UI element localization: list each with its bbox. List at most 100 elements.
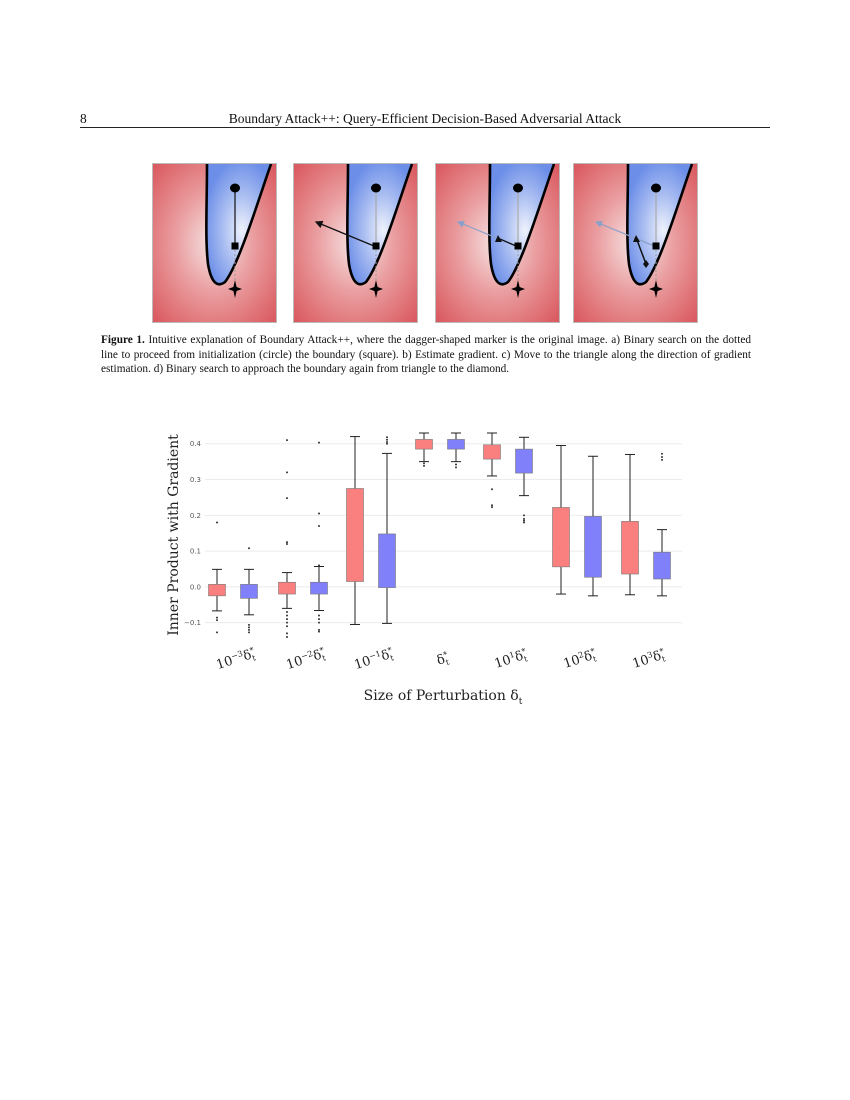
- decision-boundary: [346, 164, 414, 286]
- outlier-point: [318, 525, 320, 528]
- page-number: 8: [80, 111, 87, 126]
- y-tick-label: 0.1: [190, 548, 201, 556]
- outlier-point: [318, 614, 320, 617]
- outlier-point: [286, 636, 288, 638]
- box-blue: [515, 448, 533, 474]
- outlier-point: [386, 442, 388, 445]
- box-red: [415, 439, 433, 450]
- caption-text: Intuitive explanation of Boundary Attack…: [101, 334, 751, 375]
- box-red: [483, 444, 501, 460]
- panel-c-drawing: [436, 164, 559, 322]
- original-class-region: [206, 164, 271, 285]
- figure1-panel-c: [435, 163, 560, 323]
- outlier-point: [286, 618, 288, 621]
- y-tick-label: 0.3: [190, 476, 201, 484]
- outlier-point: [386, 440, 388, 443]
- box-red: [208, 584, 226, 597]
- running-title: Boundary Attack++: Query-Efficient Decis…: [228, 111, 622, 126]
- outlier-point: [455, 463, 457, 466]
- step-line: [499, 238, 517, 247]
- outlier-point: [455, 466, 457, 469]
- y-axis-title: Inner Product with Gradient: [166, 434, 182, 636]
- decision-boundary: [626, 164, 694, 286]
- outlier-point: [248, 547, 250, 550]
- outlier-point: [216, 616, 218, 619]
- y-tick-label: 0.0: [190, 583, 201, 591]
- original-class-region: [347, 164, 412, 285]
- figure1-panel-b: [293, 163, 418, 323]
- original-class-region: [627, 164, 692, 285]
- caption-label: Figure 1.: [101, 334, 145, 346]
- outlier-point: [386, 438, 388, 441]
- outlier-point: [216, 521, 218, 524]
- y-tick-label: −0.1: [184, 619, 201, 627]
- dagger-marker: [369, 280, 383, 298]
- figure1-caption: Figure 1. Intuitive explanation of Bound…: [101, 333, 751, 377]
- outlier-point: [661, 458, 663, 461]
- box-red: [621, 521, 639, 575]
- decision-boundary: [205, 164, 273, 286]
- header-rule: [80, 127, 770, 128]
- figure1-panel-a: [152, 163, 277, 323]
- outlier-point: [286, 632, 288, 635]
- x-tick-label: 103δ*t: [630, 646, 667, 673]
- gradient-arrow: [314, 220, 375, 247]
- y-tick-label: 0.2: [190, 512, 201, 520]
- outlier-point: [248, 631, 250, 634]
- outlier-point: [318, 618, 320, 621]
- x-tick-label: δ*t: [435, 650, 452, 670]
- circle-marker: [651, 183, 661, 193]
- dagger-marker: [228, 280, 242, 298]
- box-red: [346, 488, 364, 582]
- x-tick-label: 10−1δ*t: [352, 645, 395, 674]
- panel-b-drawing: [294, 164, 417, 322]
- original-class-region: [489, 164, 554, 285]
- outlier-point: [248, 626, 250, 629]
- outlier-point: [286, 471, 288, 474]
- outlier-point: [286, 541, 288, 544]
- step-line: [637, 238, 655, 247]
- box-blue: [653, 551, 671, 580]
- outlier-point: [286, 542, 288, 545]
- triangle-marker: [495, 235, 502, 242]
- outlier-point: [248, 628, 250, 631]
- x-axis-title: Size of Perturbation δt: [364, 688, 523, 707]
- outlier-point: [661, 455, 663, 458]
- outlier-point: [423, 462, 425, 465]
- y-tick-label: 0.4: [190, 440, 202, 448]
- box-blue: [240, 584, 258, 599]
- binary-search-line: [636, 239, 647, 265]
- box-plot: −0.1 0.0 0.1 0.2 0.3 0.4 10−3δ*t 10−2δ*t 10−1δ*t…: [166, 432, 682, 707]
- dagger-marker: [649, 280, 663, 298]
- square-marker: [231, 242, 239, 250]
- outlier-point: [286, 610, 288, 613]
- outlier-point: [216, 631, 218, 634]
- decision-boundary: [488, 164, 556, 286]
- outlier-point: [523, 517, 525, 520]
- figure1-panel-d: [573, 163, 698, 323]
- outlier-point: [286, 625, 288, 628]
- box-plot-figure: −0.1 0.0 0.1 0.2 0.3 0.4 10−3δ*t 10−2δ*t 10−1δ*t…: [150, 425, 695, 715]
- outlier-point: [491, 488, 493, 491]
- outlier-point: [523, 514, 525, 517]
- outlier-point: [386, 436, 388, 439]
- outlier-point: [491, 506, 493, 509]
- outlier-point: [661, 452, 663, 455]
- box-blue: [584, 516, 602, 578]
- outlier-point: [318, 512, 320, 515]
- box-blue: [378, 533, 396, 588]
- circle-marker: [513, 183, 523, 193]
- x-tick-label: 102δ*t: [561, 646, 598, 673]
- outlier-point: [491, 504, 493, 507]
- panel-a-drawing: [153, 164, 276, 322]
- outlier-point: [318, 621, 320, 624]
- circle-marker: [230, 183, 240, 193]
- x-tick-label: 10−2δ*t: [284, 645, 327, 674]
- page-header: 8 Boundary Attack++: Query-Efficient Dec…: [80, 108, 770, 128]
- outlier-point: [423, 464, 425, 467]
- outlier-point: [318, 628, 320, 631]
- x-tick-label: 10−3δ*t: [214, 645, 257, 674]
- panel-d-drawing: [574, 164, 697, 322]
- circle-marker: [371, 183, 381, 193]
- outlier-point: [318, 564, 320, 567]
